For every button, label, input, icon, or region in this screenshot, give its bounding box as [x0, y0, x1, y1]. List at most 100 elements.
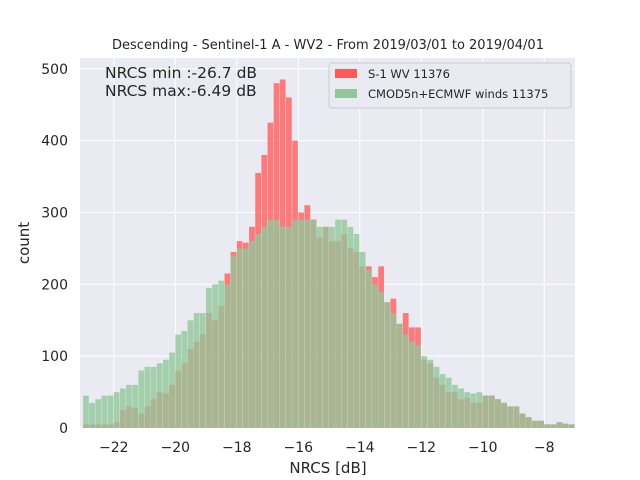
bar: [132, 384, 139, 428]
bar: [390, 313, 397, 428]
bar: [89, 402, 95, 428]
bar: [408, 341, 415, 428]
bar: [206, 287, 212, 428]
bar: [445, 377, 452, 428]
bar: [255, 234, 261, 428]
legend-label-cmod: CMOD5n+ECMWF winds 11375: [368, 87, 548, 101]
bar: [458, 388, 464, 428]
bar: [218, 280, 225, 428]
bar: [267, 219, 274, 428]
bar: [242, 248, 249, 428]
bar: [163, 359, 169, 428]
bar: [531, 420, 538, 428]
bar: [402, 334, 409, 428]
bar: [439, 374, 446, 428]
bar: [316, 226, 323, 428]
series-2: [83, 219, 575, 428]
legend-swatch-s1: [335, 69, 357, 78]
legend-box: [328, 62, 572, 109]
bar: [335, 219, 341, 428]
bar: [95, 399, 102, 428]
bar: [273, 219, 280, 428]
bar: [285, 226, 292, 428]
bar: [452, 384, 458, 428]
bar: [150, 366, 157, 428]
bar: [507, 406, 514, 428]
bar: [378, 291, 384, 428]
bar: [119, 388, 126, 428]
legend: S-1 WV 11376 CMOD5n+ECMWF winds 11375: [328, 62, 572, 109]
bar: [544, 424, 551, 428]
bar: [476, 392, 483, 428]
bar: [482, 395, 489, 428]
bar: [556, 422, 563, 428]
bar: [359, 251, 366, 428]
x-tick-label: −20: [161, 440, 191, 456]
bar: [230, 255, 237, 428]
bar: [365, 269, 372, 428]
bar: [138, 370, 145, 428]
x-axis-label: NRCS [dB]: [289, 459, 366, 477]
bar: [415, 345, 421, 428]
bar: [101, 395, 108, 428]
bar: [427, 359, 434, 428]
y-tick-label: 100: [41, 349, 68, 365]
bar: [384, 302, 391, 428]
bar: [304, 219, 311, 428]
bar: [83, 395, 89, 428]
bar: [298, 219, 305, 428]
y-tick-label: 300: [41, 205, 68, 221]
bar: [488, 395, 495, 428]
bar: [175, 334, 182, 428]
bar: [199, 313, 206, 428]
bar: [372, 284, 378, 428]
bar: [433, 366, 440, 428]
bar: [538, 420, 544, 428]
bar: [329, 226, 335, 428]
bar: [113, 392, 120, 428]
x-tick-label: −12: [406, 440, 436, 456]
bar: [519, 413, 526, 428]
y-tick-labels: 0 100 200 300 400 500: [41, 62, 68, 437]
bar: [495, 399, 501, 428]
x-tick-label: −8: [534, 440, 555, 456]
bar: [249, 241, 255, 428]
bar: [353, 234, 360, 428]
bar: [568, 424, 575, 428]
y-tick-label: 400: [41, 134, 68, 150]
bar: [169, 352, 175, 428]
bar: [341, 219, 348, 428]
x-tick-label: −22: [99, 440, 129, 456]
chart-title: Descending - Sentinel-1 A - WV2 - From 2…: [112, 38, 544, 53]
bar: [513, 406, 520, 428]
bar: [261, 226, 268, 428]
bar: [396, 323, 403, 428]
histogram-bars: [83, 79, 575, 429]
bar: [322, 226, 329, 428]
annotation-nrcs-max: NRCS max:-6.49 dB: [105, 82, 257, 100]
y-tick-label: 500: [41, 62, 68, 78]
x-tick-labels: −22 −20 −18 −16 −14 −12 −10 −8: [99, 440, 555, 456]
x-tick-label: −10: [468, 440, 498, 456]
bar: [279, 226, 286, 428]
y-tick-label: 0: [59, 421, 68, 437]
bar: [144, 366, 151, 428]
bar: [236, 248, 243, 428]
bar: [562, 423, 569, 428]
bar: [310, 219, 317, 428]
bar: [212, 284, 218, 428]
bar: [224, 284, 231, 428]
bar: [107, 395, 114, 428]
bar: [347, 226, 354, 428]
bar: [187, 320, 194, 428]
bar: [181, 331, 188, 428]
bar: [421, 356, 428, 428]
bar: [550, 424, 557, 428]
x-tick-label: −18: [222, 440, 252, 456]
x-tick-label: −14: [345, 440, 375, 456]
bar: [156, 363, 163, 428]
legend-swatch-cmod: [335, 89, 357, 98]
bar: [464, 392, 471, 428]
bar: [501, 402, 507, 428]
